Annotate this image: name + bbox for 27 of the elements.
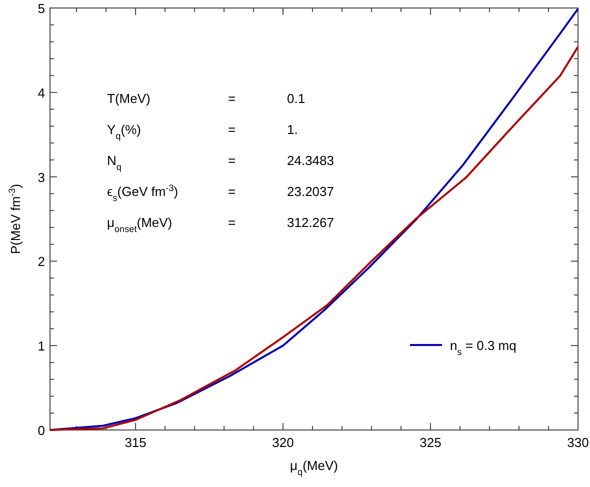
y-tick-label: 0 [38,423,45,438]
annotation: = [228,122,236,137]
annotation: = [228,215,236,230]
annotation: 1. [287,122,298,137]
annotation: 24.3483 [287,153,334,168]
annotation: μ$_{onset}$(MeV) [107,215,172,234]
annotation: 312.267 [287,215,334,230]
annotation: = [228,184,236,199]
annotation: ϵ$_{s}$(GeV fm$^{-3}$) [107,183,178,203]
y-tick-label: 1 [38,338,45,354]
y-tick-label: 3 [38,170,45,185]
annotation: N$_{q}$ [107,153,122,172]
x-tick-label: 330 [567,435,589,450]
y-tick-label: 4 [38,85,45,100]
annotation: = [228,91,236,106]
annotation: 0.1 [287,91,306,106]
y-tick-label: 5 [38,1,45,16]
x-tick-label: 320 [272,435,294,450]
y-tick-label: 2 [38,254,45,270]
legend-label: n$_{s}$ = 0.3 mq [450,338,516,357]
x-axis-title: μ$_{q}$(MeV) [290,458,338,477]
annotation: 23.2037 [287,184,334,199]
annotation: T(MeV) [107,91,150,106]
x-tick-label: 325 [420,435,442,450]
x-tick-label: 315 [124,435,146,450]
annotation: = [228,153,236,168]
annotation: Y$_{q}$(%) [107,122,141,141]
